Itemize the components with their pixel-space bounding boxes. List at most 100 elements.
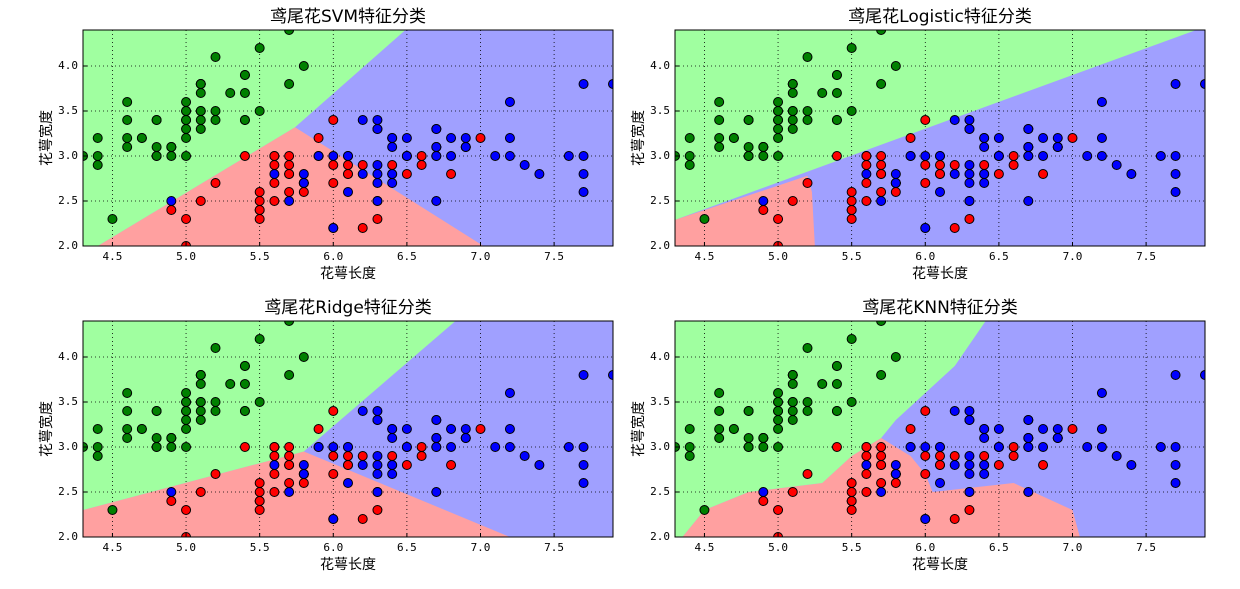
point xyxy=(92,151,103,161)
x-tick-label: 7.0 xyxy=(1063,250,1083,263)
point xyxy=(1082,442,1093,452)
point xyxy=(876,79,887,89)
point xyxy=(92,133,103,143)
point xyxy=(861,460,872,470)
x-tick-label: 7.0 xyxy=(471,541,491,554)
y-tick-label: 2.5 xyxy=(58,194,78,207)
point xyxy=(122,406,133,416)
point xyxy=(181,133,192,143)
point xyxy=(861,196,872,206)
x-tick-label: 7.5 xyxy=(544,250,564,263)
point xyxy=(387,169,398,179)
point xyxy=(504,442,515,452)
point xyxy=(416,160,427,170)
point xyxy=(534,169,545,179)
point xyxy=(787,124,798,134)
point xyxy=(773,442,784,452)
point xyxy=(802,178,813,188)
point xyxy=(578,460,589,470)
point xyxy=(964,169,975,179)
point xyxy=(578,478,589,488)
point xyxy=(210,115,221,125)
point xyxy=(1023,487,1034,497)
point xyxy=(254,496,265,506)
point xyxy=(284,442,295,452)
point xyxy=(195,487,206,497)
point xyxy=(504,151,515,161)
point xyxy=(787,406,798,416)
point xyxy=(1170,187,1181,197)
point xyxy=(578,151,589,161)
point xyxy=(563,151,574,161)
point xyxy=(166,142,177,152)
point xyxy=(846,505,857,515)
point xyxy=(743,142,754,152)
point xyxy=(773,406,784,416)
point xyxy=(979,424,990,434)
point xyxy=(1170,478,1181,488)
point xyxy=(743,433,754,443)
point xyxy=(284,451,295,461)
point xyxy=(861,178,872,188)
point xyxy=(979,433,990,443)
point xyxy=(743,115,754,125)
point xyxy=(151,442,162,452)
point xyxy=(1067,424,1078,434)
point xyxy=(1008,151,1019,161)
point xyxy=(534,460,545,470)
y-axis-label: 花萼宽度 xyxy=(630,401,647,457)
point xyxy=(254,334,265,344)
point xyxy=(122,433,133,443)
point xyxy=(979,169,990,179)
point xyxy=(328,151,339,161)
point xyxy=(239,361,250,371)
point xyxy=(239,115,250,125)
x-tick-label: 4.5 xyxy=(695,541,715,554)
point xyxy=(787,106,798,116)
x-tick-label: 6.5 xyxy=(397,250,417,263)
point xyxy=(387,160,398,170)
x-tick-label: 5.5 xyxy=(250,250,270,263)
point xyxy=(181,397,192,407)
point xyxy=(1096,442,1107,452)
point xyxy=(284,321,295,326)
point xyxy=(343,451,353,461)
point xyxy=(993,133,1004,143)
chart-title: 鸢尾花Ridge特征分类 xyxy=(264,298,432,318)
x-tick-label: 5.5 xyxy=(842,541,862,554)
point xyxy=(773,97,784,107)
point xyxy=(357,406,368,416)
point xyxy=(787,397,798,407)
point xyxy=(964,460,975,470)
point xyxy=(714,433,725,443)
point xyxy=(773,424,784,434)
point xyxy=(684,442,695,452)
point xyxy=(578,187,589,197)
point xyxy=(284,370,295,380)
chart-title: 鸢尾花SVM特征分类 xyxy=(270,7,426,27)
point xyxy=(1038,169,1049,179)
point xyxy=(181,424,192,434)
point xyxy=(254,187,265,197)
point xyxy=(225,88,236,98)
point xyxy=(684,451,695,461)
point xyxy=(758,196,769,206)
point xyxy=(1096,151,1107,161)
point xyxy=(920,115,931,125)
point xyxy=(431,151,442,161)
point xyxy=(151,433,162,443)
point xyxy=(802,406,813,416)
point xyxy=(387,142,398,152)
point xyxy=(122,133,133,143)
point xyxy=(92,451,103,461)
point xyxy=(684,151,695,161)
plot-area xyxy=(83,30,613,246)
point xyxy=(949,223,960,233)
plot-frame xyxy=(674,29,1206,247)
point xyxy=(181,214,192,224)
point xyxy=(239,442,250,452)
point xyxy=(920,442,931,452)
point xyxy=(758,151,769,161)
point xyxy=(1170,370,1181,380)
point xyxy=(1038,151,1049,161)
